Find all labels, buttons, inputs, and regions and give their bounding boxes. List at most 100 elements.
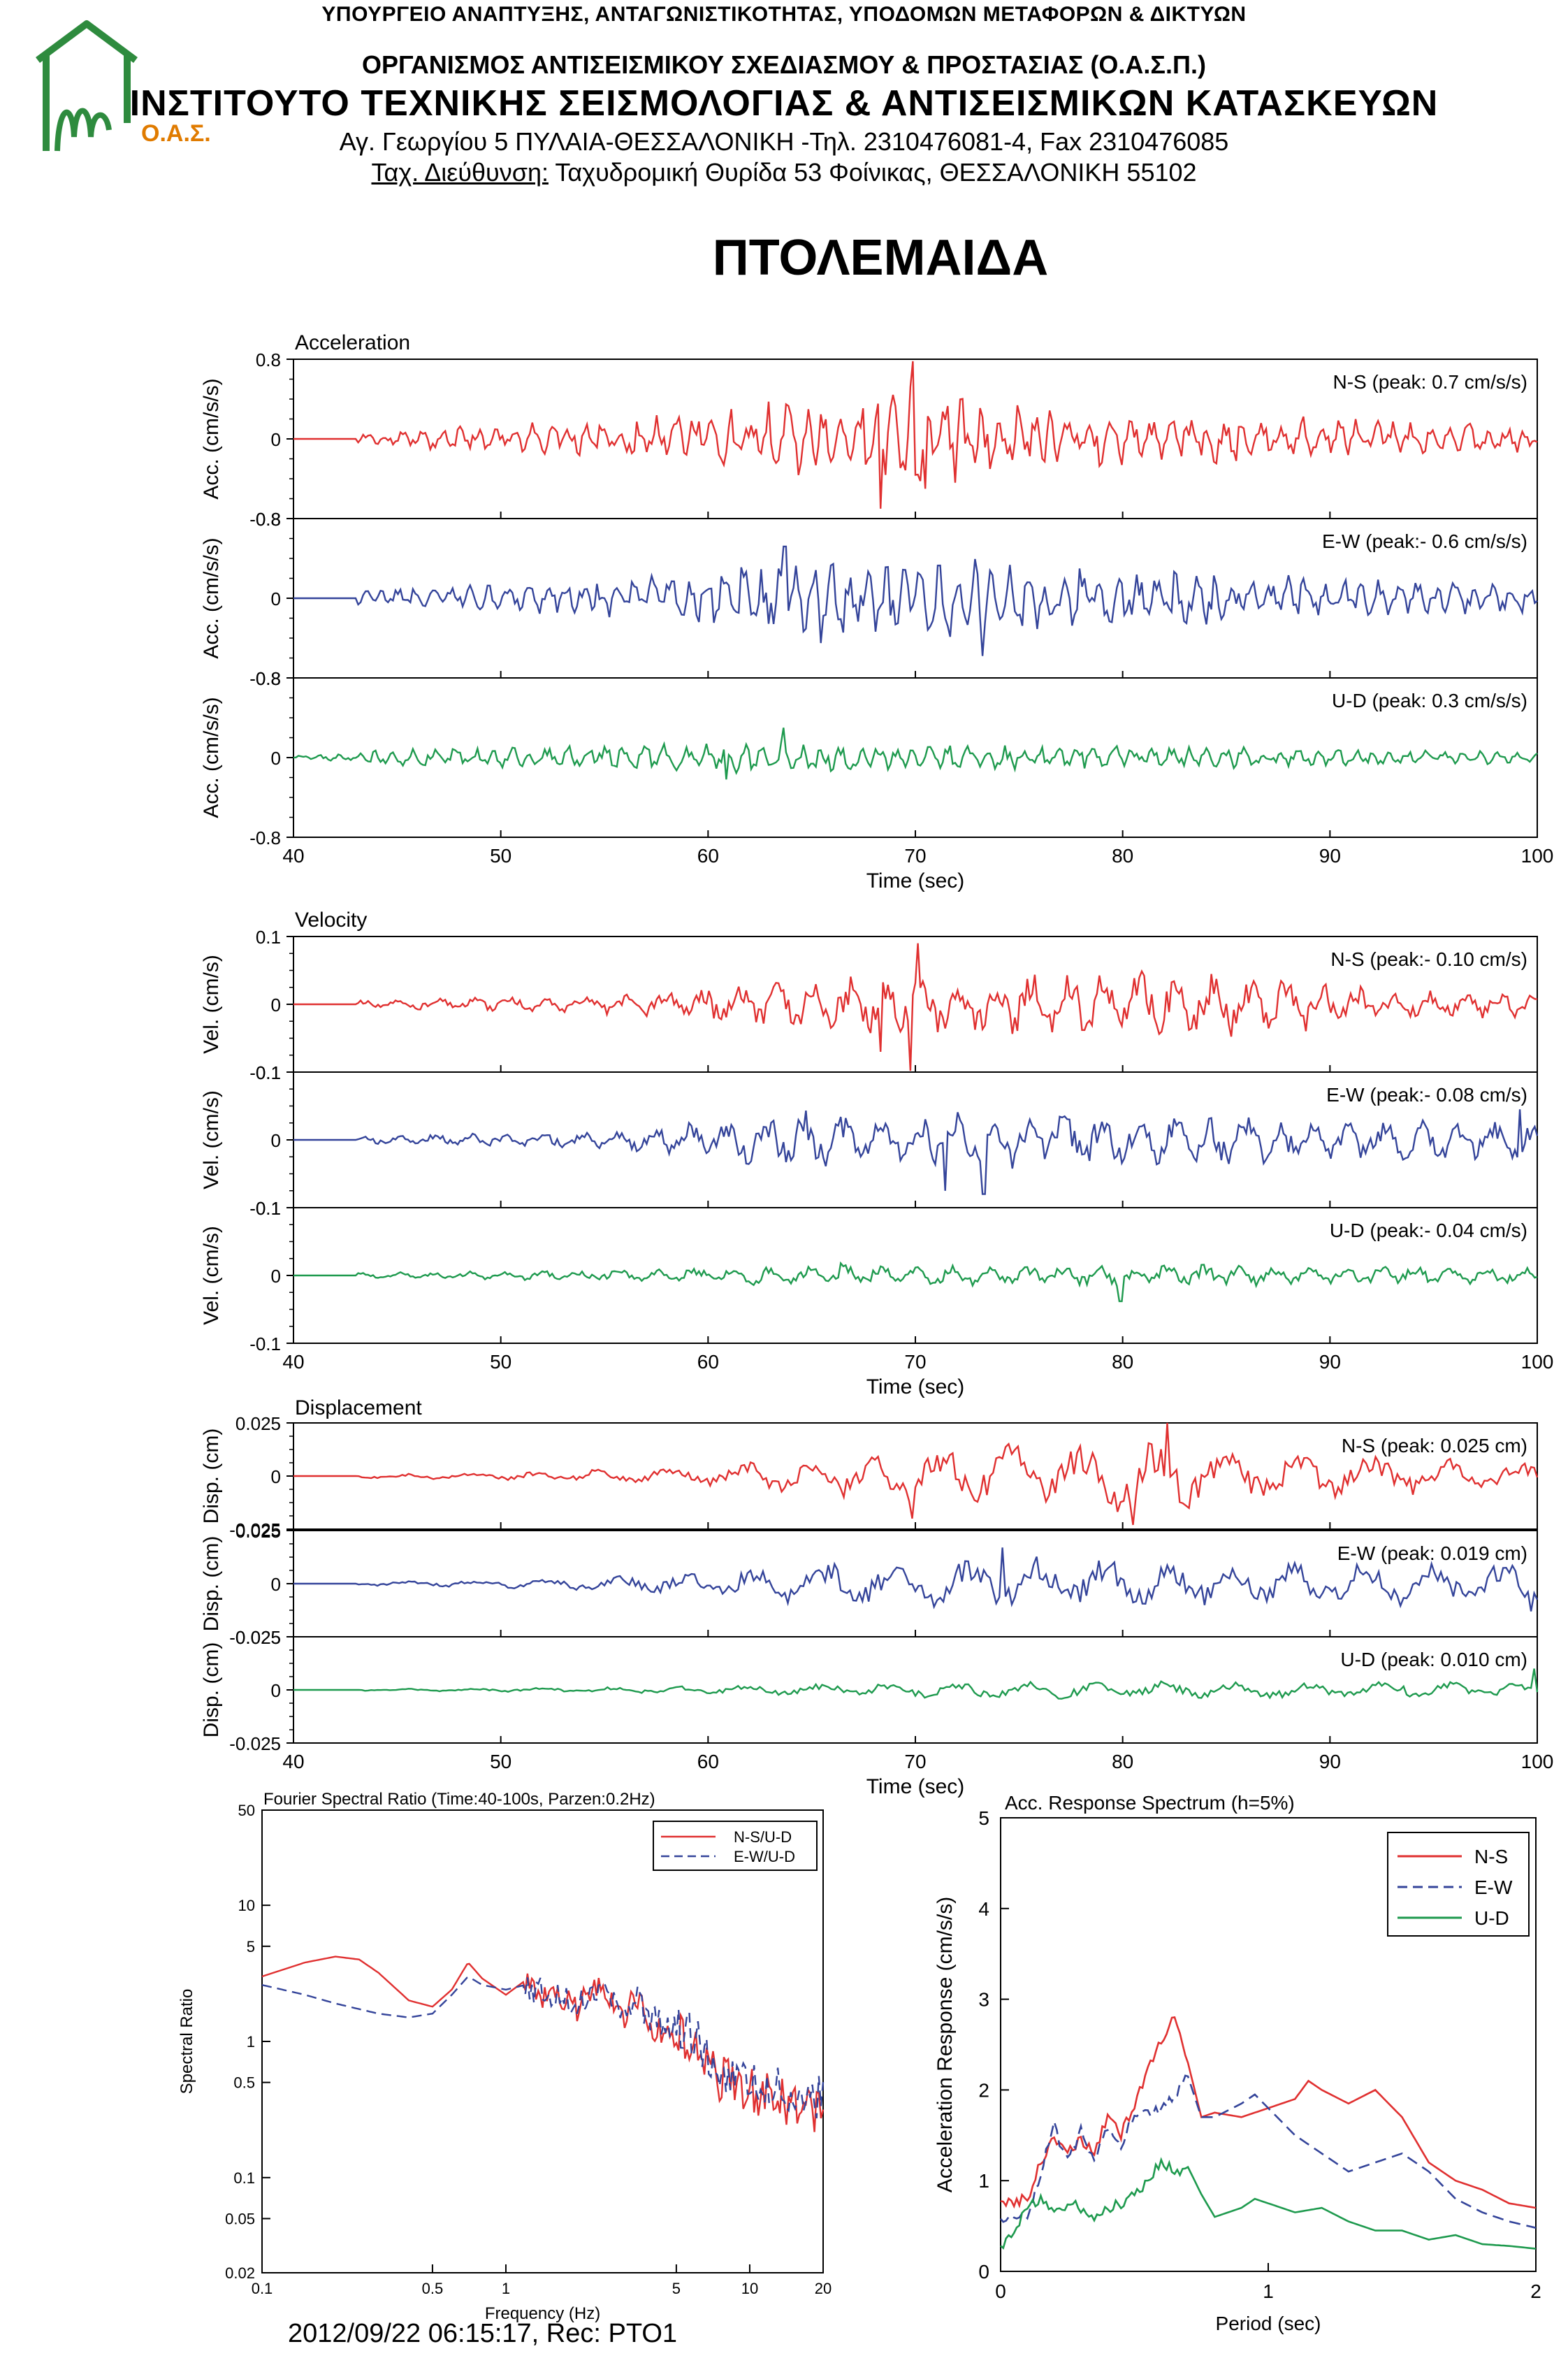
y-tick-label: -0.025 [229, 1519, 281, 1540]
ministry-line: ΥΠΟΥΡΓΕΙΟ ΑΝΑΠΤΥΞΗΣ, ΑΝΤΑΓΩΝΙΣΤΙΚΟΤΗΤΑΣ,… [321, 3, 1247, 26]
x-tick-label: 0.5 [422, 2280, 444, 2297]
x-tick-label: 90 [1319, 845, 1341, 867]
y-tick-label: -0.8 [249, 509, 281, 530]
y-tick-label: 0.1 [256, 1062, 281, 1083]
panel-n-s: 0.8 0 -0.8 Acc. (cm/s/s) N-S (peak: 0.7 cm/s… [200, 349, 1538, 530]
y-tick-label: 0 [271, 1466, 281, 1487]
station-title: ΠΤΟΛΕΜΑΙΔΑ [712, 230, 1049, 286]
legend-label: E-W/U-D [734, 1848, 795, 1865]
y-axis-label: Disp. (cm) [200, 1536, 223, 1632]
legend-label: U-D [1474, 1907, 1509, 1929]
x-axis-label: Time (sec) [866, 1375, 965, 1398]
series-peak-label: U-D (peak: 0.010 cm) [1340, 1649, 1527, 1670]
y-tick-label: 2 [978, 2079, 989, 2101]
panel-e-w: 0.1 0 -0.1 Vel. (cm/s) E-W (peak:- 0.08 cm/s… [200, 1062, 1539, 1219]
series-line-e-w [293, 1109, 1539, 1195]
x-tick-label: 60 [697, 1351, 719, 1373]
x-tick-label: 2 [1530, 2280, 1541, 2302]
panel-u-d: 0.1 0 -0.1 Vel. (cm/s) U-D (peak:- 0.04 cm/s… [200, 1198, 1538, 1354]
y-tick-label: 0.025 [235, 1413, 281, 1434]
chart-title: Fourier Spectral Ratio (Time:40-100s, Pa… [263, 1790, 655, 1809]
y-tick-label: -0.025 [229, 1733, 281, 1754]
y-axis-label: Vel. (cm/s) [200, 1226, 223, 1325]
y-tick-label: 4 [978, 1898, 989, 1920]
y-tick-label: 0 [271, 429, 281, 450]
x-tick-label: 100 [1521, 1751, 1554, 1772]
chart-displacement: Displacement 0.025 0 -0.025 Disp. (cm) N-S (p… [200, 1396, 1553, 1798]
panel-u-d: 0.025 0 -0.025 Disp. (cm) U-D (peak: 0.010 c… [200, 1627, 1539, 1754]
series-peak-label: N-S (peak: 0.7 cm/s/s) [1333, 371, 1527, 393]
address-line: Αγ. Γεωργίου 5 ΠΥΛΑΙΑ-ΘΕΣΣΑΛΟΝΙΚΗ -Τηλ. … [339, 127, 1229, 156]
legend-label: N-S [1474, 1846, 1508, 1867]
panel-e-w: 0.025 0 -0.025 Disp. (cm) E-W (peak: 0.019 c… [200, 1521, 1539, 1648]
legend-label: E-W [1474, 1877, 1513, 1898]
plot-frame [261, 1809, 824, 2273]
series-line-e-w [293, 1547, 1539, 1612]
series-line-n-s/u-d [261, 1955, 825, 2132]
postal-line: Ταχ. Διεύθυνση: Ταχυδρομική Θυρίδα 53 Φο… [0, 158, 1568, 187]
postal-label: Ταχ. Διεύθυνση: [371, 158, 549, 187]
y-axis-label: Acc. (cm/s/s) [200, 537, 223, 658]
y-tick-label: 3 [978, 1989, 989, 2011]
x-tick-label: 80 [1112, 1351, 1133, 1373]
y-tick-label: -0.8 [249, 827, 281, 848]
chart-title: Acc. Response Spectrum (h=5%) [1005, 1792, 1295, 1814]
y-tick-label: 0.1 [256, 1198, 281, 1219]
series-peak-label: E-W (peak: 0.019 cm) [1337, 1542, 1527, 1564]
series-peak-label: E-W (peak:- 0.6 cm/s/s) [1322, 530, 1527, 552]
x-tick-label: 50 [490, 1751, 511, 1772]
y-axis-label: Vel. (cm/s) [200, 1090, 223, 1190]
y-axis-label: Acc. (cm/s/s) [200, 697, 223, 818]
legend-box [653, 1821, 818, 1871]
record-footer: 2012/09/22 06:15:17, Rec: PTO1 [288, 2319, 678, 2348]
x-axis-label: Time (sec) [866, 869, 965, 892]
chart-fourier-spectral-ratio: Fourier Spectral Ratio (Time:40-100s, Pa… [177, 1790, 832, 2323]
series-peak-label: E-W (peak:- 0.08 cm/s) [1326, 1084, 1527, 1106]
y-tick-label: 0 [271, 588, 281, 609]
x-tick-label: 0.1 [252, 2280, 273, 2297]
x-tick-label: 90 [1319, 1351, 1341, 1373]
x-tick-label: 40 [282, 1351, 304, 1373]
legend-label: N-S/U-D [734, 1828, 792, 1846]
y-tick-label: 5 [978, 1807, 989, 1829]
y-axis-label: Disp. (cm) [200, 1642, 223, 1738]
chart-title: Velocity [295, 909, 367, 932]
series-line-u-d [293, 1668, 1539, 1700]
y-tick-label: 0.5 [233, 2074, 255, 2092]
y-tick-label: 0.1 [256, 927, 281, 948]
x-tick-label: 60 [697, 1751, 719, 1772]
y-tick-label: 0 [271, 1680, 281, 1701]
y-axis-label: Disp. (cm) [200, 1429, 223, 1524]
chart-response-spectrum: Acc. Response Spectrum (h=5%) 5 4 3 2 1 00 1 2 Pe… [934, 1792, 1541, 2334]
panel-e-w: 0.8 0 -0.8 Acc. (cm/s/s) E-W (peak:- 0.6 cm/… [200, 509, 1538, 689]
x-tick-label: 70 [904, 1351, 926, 1373]
y-axis-label: Acc. (cm/s/s) [200, 378, 223, 499]
y-tick-label: -0.1 [249, 1062, 281, 1083]
series-line-n-s [293, 943, 1538, 1071]
y-tick-label: 0 [271, 748, 281, 769]
x-axis-label: Time (sec) [866, 1775, 965, 1798]
legend: N-S/U-D E-W/U-D [653, 1821, 818, 1871]
x-tick-label: 0 [995, 2280, 1006, 2302]
chart-velocity: Velocity 0.1 0 -0.1 Vel. (cm/s) N-S (peak:- 0… [200, 909, 1553, 1398]
y-tick-label: 5 [247, 1938, 255, 1955]
series-line-u-d [293, 728, 1538, 780]
panel-n-s: 0.1 0 -0.1 Vel. (cm/s) N-S (peak:- 0.10 cm/s… [200, 927, 1538, 1083]
y-tick-label: 0.8 [256, 349, 281, 370]
chart-acceleration: Acceleration 0.8 0 -0.8 Acc. (cm/s/s) N-S (pe… [200, 331, 1553, 892]
series-peak-label: N-S (peak:- 0.10 cm/s) [1330, 948, 1527, 970]
series-peak-label: U-D (peak:- 0.04 cm/s) [1330, 1220, 1527, 1241]
x-tick-label: 100 [1521, 845, 1554, 867]
y-tick-label: 0 [271, 995, 281, 1015]
x-axis-label: Period (sec) [1216, 2313, 1321, 2334]
x-tick-label: 1 [1263, 2280, 1274, 2302]
x-axis-label: Frequency (Hz) [485, 2304, 600, 2323]
y-tick-label: 0 [271, 1130, 281, 1151]
y-tick-label: 1 [978, 2170, 989, 2192]
postal-value: Ταχυδρομική Θυρίδα 53 Φοίνικας, ΘΕΣΣΑΛΟΝ… [548, 158, 1197, 187]
panel-u-d: 0.8 0 -0.8 Acc. (cm/s/s) U-D (peak: 0.3 cm/s… [200, 668, 1538, 848]
organization-line: ΟΡΓΑΝΙΣΜΟΣ ΑΝΤΙΣΕΙΣΜΙΚΟΥ ΣΧΕΔΙΑΣΜΟΥ & ΠΡ… [362, 50, 1206, 79]
series-line-n-s [293, 361, 1538, 509]
series-line-e-w/u-d [261, 1976, 825, 2119]
